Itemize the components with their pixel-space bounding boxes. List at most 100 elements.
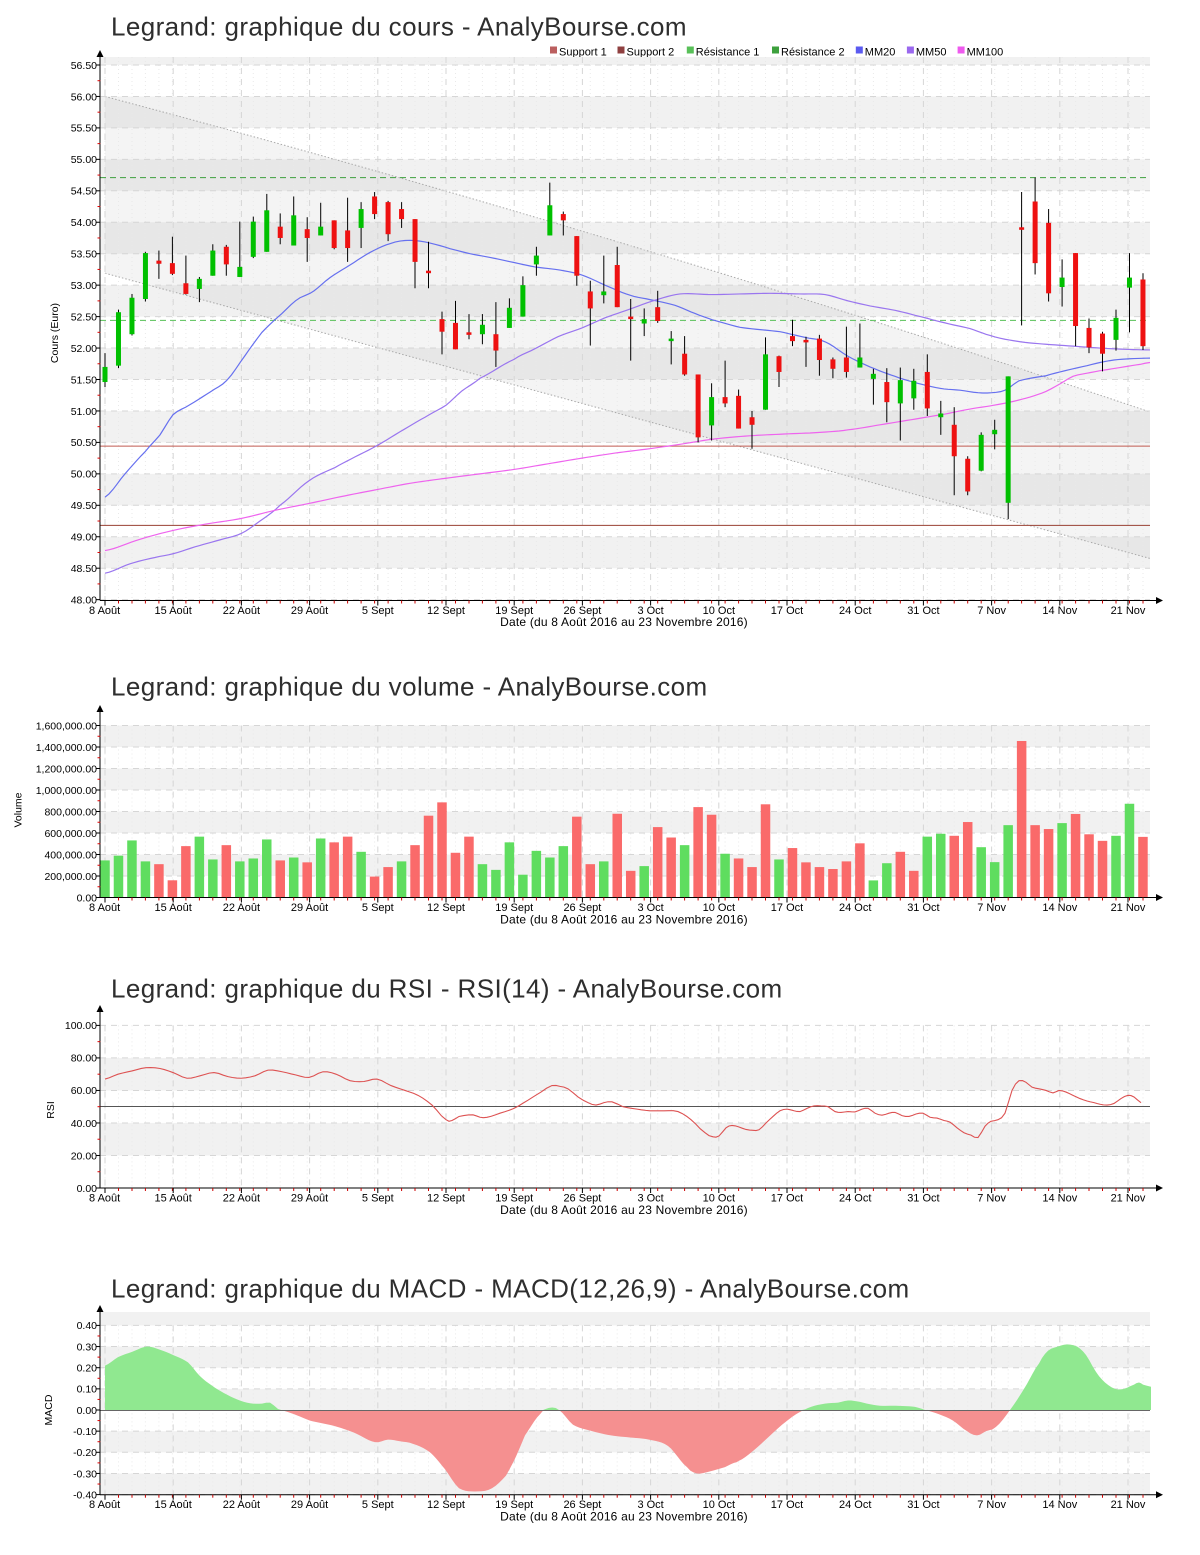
svg-text:0.00: 0.00 (77, 1183, 98, 1195)
svg-text:MACD: MACD (43, 1394, 55, 1425)
svg-text:20.00: 20.00 (71, 1150, 97, 1162)
svg-text:31 Oct: 31 Oct (907, 605, 939, 617)
svg-text:26 Sept: 26 Sept (563, 605, 601, 617)
svg-text:Support 2: Support 2 (627, 47, 675, 59)
svg-text:12 Sept: 12 Sept (427, 1193, 465, 1205)
svg-text:50.00: 50.00 (71, 469, 97, 481)
svg-text:48.50: 48.50 (71, 563, 97, 575)
svg-text:Cours (Euro): Cours (Euro) (49, 303, 61, 363)
svg-text:19 Sept: 19 Sept (495, 902, 533, 914)
svg-text:MM20: MM20 (865, 47, 896, 59)
svg-text:Support 1: Support 1 (559, 47, 607, 59)
svg-text:-0.10: -0.10 (73, 1426, 97, 1438)
svg-text:Volume: Volume (13, 792, 25, 827)
svg-text:Legrand: graphique du RSI - RS: Legrand: graphique du RSI - RSI(14) - An… (111, 974, 783, 1004)
svg-text:31 Oct: 31 Oct (907, 1193, 939, 1205)
svg-text:7 Nov: 7 Nov (977, 1193, 1006, 1205)
svg-text:55.00: 55.00 (71, 154, 97, 166)
svg-text:800,000.00: 800,000.00 (44, 806, 97, 818)
svg-text:1,200,000.00: 1,200,000.00 (36, 763, 97, 775)
svg-text:17 Oct: 17 Oct (771, 605, 803, 617)
svg-text:19 Sept: 19 Sept (495, 605, 533, 617)
svg-text:26 Sept: 26 Sept (563, 1499, 601, 1511)
svg-text:29 Août: 29 Août (291, 605, 328, 617)
svg-text:1,000,000.00: 1,000,000.00 (36, 785, 97, 797)
svg-text:0.00: 0.00 (77, 892, 98, 904)
svg-text:24 Oct: 24 Oct (839, 1193, 871, 1205)
svg-text:15 Août: 15 Août (155, 902, 192, 914)
svg-text:51.50: 51.50 (71, 374, 97, 386)
svg-text:55.50: 55.50 (71, 123, 97, 135)
svg-text:7 Nov: 7 Nov (977, 1499, 1006, 1511)
svg-text:RSI: RSI (45, 1101, 57, 1119)
svg-text:8 Août: 8 Août (89, 902, 120, 914)
svg-text:29 Août: 29 Août (291, 1193, 328, 1205)
svg-text:7 Nov: 7 Nov (977, 605, 1006, 617)
svg-text:8 Août: 8 Août (89, 1499, 120, 1511)
svg-text:200,000.00: 200,000.00 (44, 871, 97, 883)
svg-text:14 Nov: 14 Nov (1042, 1499, 1077, 1511)
svg-text:-0.30: -0.30 (73, 1468, 97, 1480)
svg-text:17 Oct: 17 Oct (771, 1193, 803, 1205)
svg-text:Date (du 8 Août 2016 au 23 Nov: Date (du 8 Août 2016 au 23 Novembre 2016… (500, 615, 748, 629)
svg-text:31 Oct: 31 Oct (907, 902, 939, 914)
svg-text:53.00: 53.00 (71, 280, 97, 292)
svg-text:8 Août: 8 Août (89, 605, 120, 617)
svg-text:5 Sept: 5 Sept (362, 902, 394, 914)
svg-text:24 Oct: 24 Oct (839, 605, 871, 617)
svg-text:MM100: MM100 (967, 47, 1004, 59)
svg-text:17 Oct: 17 Oct (771, 902, 803, 914)
svg-text:56.50: 56.50 (71, 60, 97, 72)
svg-text:5 Sept: 5 Sept (362, 1193, 394, 1205)
svg-text:8 Août: 8 Août (89, 1193, 120, 1205)
svg-text:14 Nov: 14 Nov (1042, 605, 1077, 617)
svg-text:49.50: 49.50 (71, 500, 97, 512)
svg-text:7 Nov: 7 Nov (977, 902, 1006, 914)
svg-text:54.00: 54.00 (71, 217, 97, 229)
svg-text:10 Oct: 10 Oct (703, 1193, 735, 1205)
svg-text:21 Nov: 21 Nov (1111, 1193, 1146, 1205)
svg-text:14 Nov: 14 Nov (1042, 902, 1077, 914)
svg-text:53.50: 53.50 (71, 249, 97, 261)
svg-text:Résistance 1: Résistance 1 (696, 47, 760, 59)
svg-text:12 Sept: 12 Sept (427, 1499, 465, 1511)
svg-text:-0.20: -0.20 (73, 1447, 97, 1459)
svg-text:52.50: 52.50 (71, 311, 97, 323)
svg-text:0.20: 0.20 (77, 1363, 98, 1375)
svg-text:0.40: 0.40 (77, 1320, 98, 1332)
svg-text:3 Oct: 3 Oct (637, 1193, 663, 1205)
svg-text:40.00: 40.00 (71, 1118, 97, 1130)
svg-text:51.00: 51.00 (71, 406, 97, 418)
svg-text:Legrand: graphique du volume -: Legrand: graphique du volume - AnalyBour… (111, 672, 708, 702)
svg-text:15 Août: 15 Août (155, 1193, 192, 1205)
svg-text:19 Sept: 19 Sept (495, 1193, 533, 1205)
svg-text:3 Oct: 3 Oct (637, 902, 663, 914)
svg-text:400,000.00: 400,000.00 (44, 849, 97, 861)
svg-text:10 Oct: 10 Oct (703, 605, 735, 617)
svg-text:5 Sept: 5 Sept (362, 605, 394, 617)
svg-text:Legrand: graphique du cours -: Legrand: graphique du cours - AnalyBours… (111, 12, 687, 42)
svg-text:10 Oct: 10 Oct (703, 1499, 735, 1511)
svg-text:22 Août: 22 Août (223, 1499, 260, 1511)
svg-text:5 Sept: 5 Sept (362, 1499, 394, 1511)
svg-text:0.00: 0.00 (77, 1405, 98, 1417)
svg-text:12 Sept: 12 Sept (427, 605, 465, 617)
svg-text:24 Oct: 24 Oct (839, 1499, 871, 1511)
svg-text:-0.40: -0.40 (73, 1489, 97, 1501)
svg-text:Date (du 8 Août 2016 au 23 Nov: Date (du 8 Août 2016 au 23 Novembre 2016… (500, 1203, 748, 1217)
svg-text:0.30: 0.30 (77, 1341, 98, 1353)
svg-text:10 Oct: 10 Oct (703, 902, 735, 914)
svg-text:600,000.00: 600,000.00 (44, 828, 97, 840)
svg-text:100.00: 100.00 (65, 1020, 97, 1032)
svg-text:26 Sept: 26 Sept (563, 1193, 601, 1205)
svg-text:21 Nov: 21 Nov (1111, 605, 1146, 617)
svg-text:17 Oct: 17 Oct (771, 1499, 803, 1511)
svg-text:14 Nov: 14 Nov (1042, 1193, 1077, 1205)
svg-text:56.00: 56.00 (71, 91, 97, 103)
svg-text:50.50: 50.50 (71, 437, 97, 449)
svg-text:Date (du 8 Août 2016 au 23 Nov: Date (du 8 Août 2016 au 23 Novembre 2016… (500, 913, 748, 927)
svg-text:49.00: 49.00 (71, 532, 97, 544)
svg-text:31 Oct: 31 Oct (907, 1499, 939, 1511)
svg-text:22 Août: 22 Août (223, 605, 260, 617)
svg-text:21 Nov: 21 Nov (1111, 902, 1146, 914)
